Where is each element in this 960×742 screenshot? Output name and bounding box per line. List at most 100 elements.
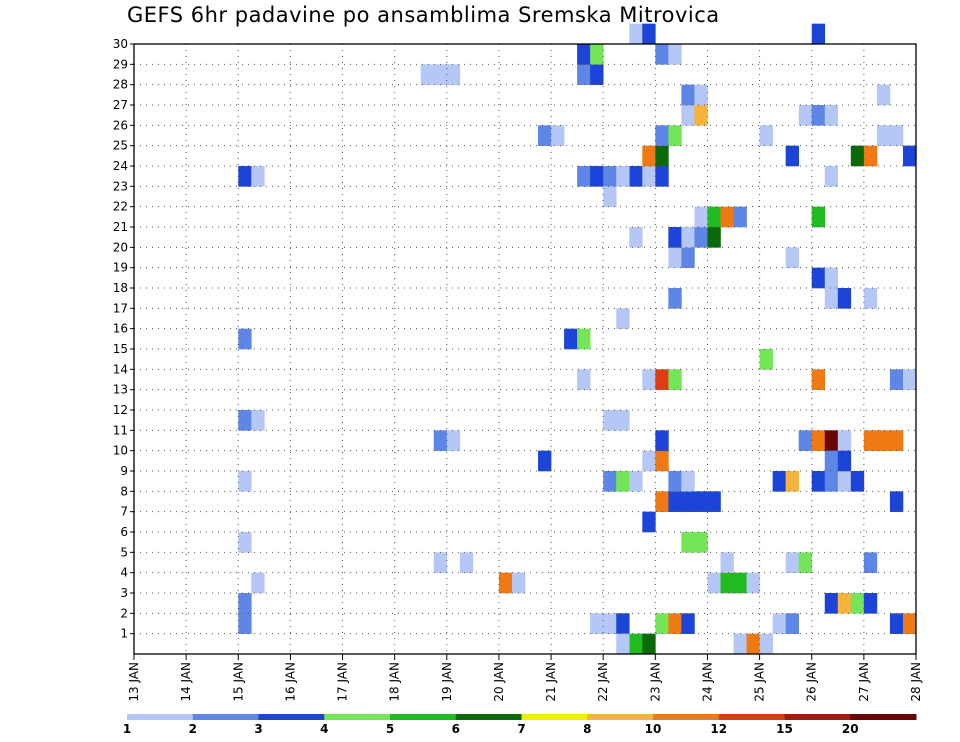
heat-cell xyxy=(760,125,773,146)
legend-swatch xyxy=(850,714,916,720)
heat-cell xyxy=(655,613,668,634)
y-tick-label: 1 xyxy=(120,627,128,641)
heat-cell xyxy=(721,573,734,594)
y-tick-label: 14 xyxy=(113,362,128,376)
y-tick-label: 22 xyxy=(113,200,128,214)
heat-cell xyxy=(655,491,668,512)
heat-cell xyxy=(851,471,864,492)
legend-swatch xyxy=(390,714,456,720)
heat-cell xyxy=(864,552,877,573)
heat-cell xyxy=(629,471,642,492)
heat-cell xyxy=(851,593,864,614)
heat-cell xyxy=(890,491,903,512)
heat-cell xyxy=(721,552,734,573)
y-tick-label: 6 xyxy=(120,525,128,539)
heat-cell xyxy=(864,593,877,614)
heat-cell xyxy=(238,329,251,350)
y-tick-label: 17 xyxy=(113,301,128,315)
x-tick-label: 23 JAN xyxy=(648,662,662,702)
heat-cell xyxy=(903,369,916,390)
legend-swatch xyxy=(719,714,785,720)
y-tick-label: 27 xyxy=(113,98,128,112)
legend-swatch xyxy=(587,714,653,720)
heat-cell xyxy=(642,146,655,167)
y-tick-label: 19 xyxy=(113,261,128,275)
y-tick-label: 5 xyxy=(120,545,128,559)
y-tick-label: 4 xyxy=(120,566,128,580)
heat-cell xyxy=(642,512,655,533)
y-tick-label: 24 xyxy=(113,159,128,173)
heat-cell xyxy=(577,44,590,65)
x-tick-label: 16 JAN xyxy=(283,662,297,702)
heat-cell xyxy=(603,471,616,492)
heat-cell xyxy=(616,166,629,187)
heat-cell xyxy=(890,125,903,146)
x-tick-label: 20 JAN xyxy=(492,662,506,702)
y-tick-label: 30 xyxy=(113,37,128,51)
heat-cell xyxy=(707,207,720,228)
heat-cell xyxy=(747,573,760,594)
heat-cell xyxy=(251,573,264,594)
heat-cell xyxy=(681,532,694,553)
heat-cell xyxy=(825,451,838,472)
heat-cell xyxy=(655,369,668,390)
heat-cell xyxy=(447,64,460,85)
legend-label: 10 xyxy=(645,722,662,736)
heat-cell xyxy=(629,634,642,655)
legend-label: 20 xyxy=(842,722,859,736)
heat-cell xyxy=(694,491,707,512)
x-tick-label: 15 JAN xyxy=(231,662,245,702)
heat-cell xyxy=(825,430,838,451)
heat-cell xyxy=(890,369,903,390)
heat-cell xyxy=(707,227,720,248)
heat-cell xyxy=(851,146,864,167)
heat-cell xyxy=(668,227,681,248)
heat-cell xyxy=(629,24,642,45)
heat-cell xyxy=(903,146,916,167)
heat-cell xyxy=(799,552,812,573)
y-tick-label: 23 xyxy=(113,179,128,193)
heat-cell xyxy=(694,227,707,248)
heat-cell xyxy=(707,491,720,512)
heat-cell xyxy=(616,410,629,431)
legend-label: 15 xyxy=(776,722,793,736)
heat-cell xyxy=(877,125,890,146)
y-tick-label: 20 xyxy=(113,240,128,254)
heat-cell xyxy=(890,613,903,634)
heat-cell xyxy=(838,593,851,614)
heat-cell xyxy=(655,146,668,167)
heat-cell xyxy=(538,125,551,146)
heat-cell xyxy=(694,207,707,228)
heat-cell xyxy=(707,573,720,594)
heat-cell xyxy=(603,410,616,431)
legend-swatch xyxy=(193,714,259,720)
x-tick-label: 21 JAN xyxy=(544,662,558,702)
heat-cell xyxy=(877,85,890,106)
heat-cell xyxy=(825,471,838,492)
heat-cell xyxy=(603,613,616,634)
heat-cell xyxy=(668,288,681,309)
heat-cell xyxy=(655,125,668,146)
heat-cell xyxy=(812,24,825,45)
y-tick-label: 9 xyxy=(120,464,128,478)
heat-cell xyxy=(238,410,251,431)
heat-cell xyxy=(668,491,681,512)
heat-cell xyxy=(642,166,655,187)
heat-cell xyxy=(668,369,681,390)
heat-cell xyxy=(434,64,447,85)
heat-cell xyxy=(603,186,616,207)
legend-swatch xyxy=(456,714,522,720)
legend-swatch xyxy=(127,714,193,720)
y-tick-label: 21 xyxy=(113,220,128,234)
y-tick-label: 15 xyxy=(113,342,128,356)
heat-cell xyxy=(629,166,642,187)
legend-label: 5 xyxy=(386,722,394,736)
heat-cell xyxy=(642,369,655,390)
y-tick-label: 25 xyxy=(113,139,128,153)
heat-cell xyxy=(668,44,681,65)
heat-cell xyxy=(694,85,707,106)
y-tick-label: 18 xyxy=(113,281,128,295)
legend-swatch xyxy=(324,714,390,720)
heat-cell xyxy=(812,268,825,289)
heat-cell xyxy=(864,146,877,167)
